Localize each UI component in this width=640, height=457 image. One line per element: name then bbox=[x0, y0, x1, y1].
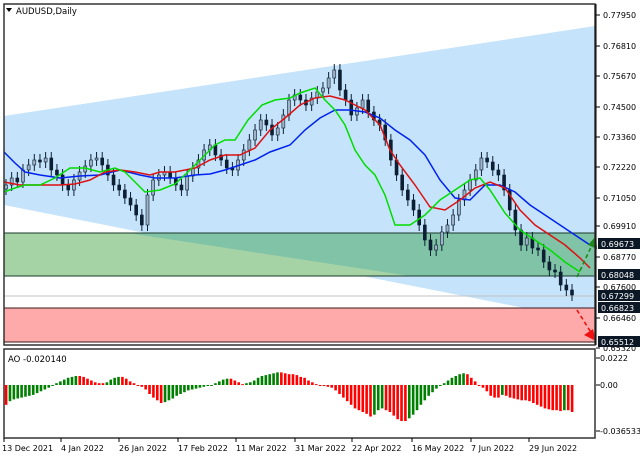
price-tick-label: 0.68770 bbox=[603, 253, 636, 262]
svg-text:0.67299: 0.67299 bbox=[601, 292, 634, 301]
price-tick-label: 0.74500 bbox=[603, 103, 636, 112]
time-tick-label: 7 Jun 2022 bbox=[471, 444, 514, 453]
time-tick-label: 13 Dec 2021 bbox=[2, 444, 53, 453]
ao-tick-label: 0.00 bbox=[600, 381, 618, 390]
price-tag: 0.68048 bbox=[598, 269, 640, 280]
price-tick-label: 0.76810 bbox=[603, 42, 636, 51]
time-tick-label: 16 May 2022 bbox=[412, 444, 464, 453]
svg-text:0.68048: 0.68048 bbox=[601, 271, 634, 280]
svg-text:0.65512: 0.65512 bbox=[601, 338, 634, 347]
time-tick-label: 31 Mar 2022 bbox=[295, 444, 346, 453]
ao-pane[interactable]: AO -0.020140 bbox=[3, 348, 596, 439]
price-tick-label: 0.65320 bbox=[603, 344, 636, 353]
triangle-down-icon[interactable] bbox=[6, 8, 12, 12]
price-tick-label: 0.73360 bbox=[603, 133, 636, 142]
ma-fast-line bbox=[3, 87, 581, 273]
price-tick-label: 0.67600 bbox=[603, 283, 636, 292]
price-tick-label: 0.75670 bbox=[603, 72, 636, 81]
price-tag: 0.67299 bbox=[598, 290, 640, 301]
svg-text:0.69673: 0.69673 bbox=[601, 240, 634, 249]
price-tick-label: 0.77950 bbox=[603, 11, 636, 20]
red-dashed-arrow bbox=[576, 309, 596, 341]
price-tick-label: 0.71050 bbox=[603, 194, 636, 203]
ao-tick-label: 0.0222 bbox=[600, 354, 628, 363]
price-tick-label: 0.66460 bbox=[603, 314, 636, 323]
price-tag: 0.69673 bbox=[598, 238, 640, 249]
ma-mid-line bbox=[3, 95, 591, 269]
price-tick-label: 0.72220 bbox=[603, 163, 636, 172]
green-zone-channel-overlap bbox=[128, 233, 595, 276]
ao-axis: 0.0222 0.00 -0.036533 bbox=[596, 354, 640, 436]
chart-title[interactable]: AUDUSD,Daily bbox=[6, 7, 77, 17]
price-tag: 0.65512 bbox=[598, 336, 640, 347]
price-tag: 0.66823 bbox=[598, 302, 640, 313]
time-axis: 13 Dec 2021 4 Jan 2022 26 Jan 2022 17 Feb 2… bbox=[2, 438, 577, 453]
price-axis[interactable]: 0.77950 0.76810 0.75670 0.74500 0.73360 0.722… bbox=[595, 4, 640, 353]
time-tick-label: 29 Jun 2022 bbox=[529, 444, 577, 453]
ao-histogram bbox=[4, 372, 574, 421]
svg-text:0.66823: 0.66823 bbox=[601, 304, 634, 313]
main-price-pane[interactable]: AUDUSD,Daily bbox=[3, 3, 597, 346]
time-tick-label: 17 Feb 2022 bbox=[178, 444, 228, 453]
price-tick-label: 0.69910 bbox=[603, 222, 636, 231]
symbol-title: AUDUSD,Daily bbox=[16, 7, 77, 17]
time-tick-label: 26 Jan 2022 bbox=[119, 444, 167, 453]
time-tick-label: 11 Mar 2022 bbox=[236, 444, 287, 453]
ao-tick-label: -0.036533 bbox=[600, 427, 640, 436]
time-tick-label: 22 Apr 2022 bbox=[352, 444, 401, 453]
time-tick-label: 4 Jan 2022 bbox=[61, 444, 104, 453]
ao-title: AO -0.020140 bbox=[8, 355, 67, 365]
red-support-zone[interactable] bbox=[3, 307, 596, 343]
